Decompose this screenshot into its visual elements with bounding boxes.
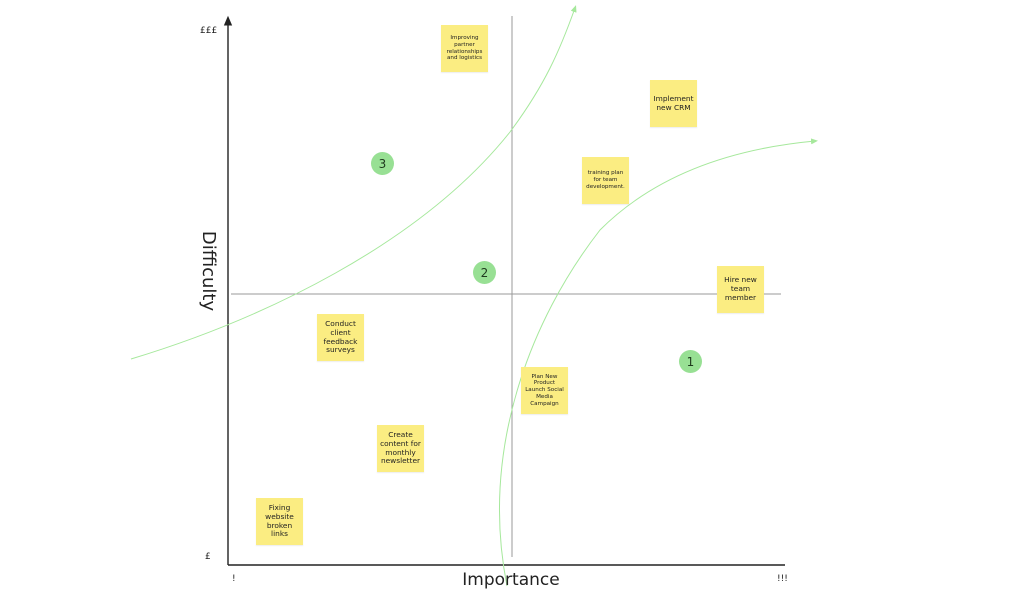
sticky-note-text: Fixing website broken links: [265, 502, 294, 539]
sticky-note-client-feedback[interactable]: Conduct client feedback surveys: [317, 314, 364, 361]
sticky-note-partner-relationships[interactable]: Improving partner relationships and logi…: [441, 25, 488, 72]
quadrant-badge-3[interactable]: 3: [371, 152, 394, 175]
y-high-label: £££: [200, 26, 218, 36]
sticky-note-text: Hire new team member: [724, 275, 757, 302]
y-low-label: £: [205, 552, 211, 562]
sticky-note-text: Improving partner relationships and logi…: [446, 35, 483, 62]
sticky-note-website-links[interactable]: Fixing website broken links: [256, 498, 303, 545]
sticky-note-text: Implement new CRM: [653, 93, 694, 112]
sticky-note-hire-team-member[interactable]: Hire new team member: [717, 266, 764, 313]
badge-label: 3: [378, 156, 387, 171]
sticky-note-product-launch[interactable]: Plan New Product Launch Social Media Cam…: [521, 367, 568, 414]
curve-lower-left: [130, 5, 577, 360]
curve-lower-right: [499, 138, 818, 587]
sticky-note-text: training plan for team development.: [586, 170, 625, 190]
sticky-note-new-crm[interactable]: Implement new CRM: [650, 80, 697, 127]
sticky-note-training-plan[interactable]: training plan for team development.: [582, 157, 629, 204]
badge-label: 1: [686, 354, 695, 369]
sticky-note-text: Conduct client feedback surveys: [323, 318, 358, 355]
x-axis-label: Importance: [462, 570, 560, 590]
sticky-note-text: Plan New Product Launch Social Media Cam…: [525, 373, 564, 407]
x-high-label: !!!: [777, 574, 788, 584]
x-low-label: !: [232, 574, 236, 584]
sticky-note-text: Create content for monthly newsletter: [380, 429, 421, 466]
quadrant-badge-1[interactable]: 1: [679, 350, 702, 373]
badge-label: 2: [480, 265, 489, 280]
y-axis-label: Difficulty: [198, 230, 219, 312]
quadrant-badge-2[interactable]: 2: [473, 261, 496, 284]
sticky-note-newsletter[interactable]: Create content for monthly newsletter: [377, 425, 424, 472]
